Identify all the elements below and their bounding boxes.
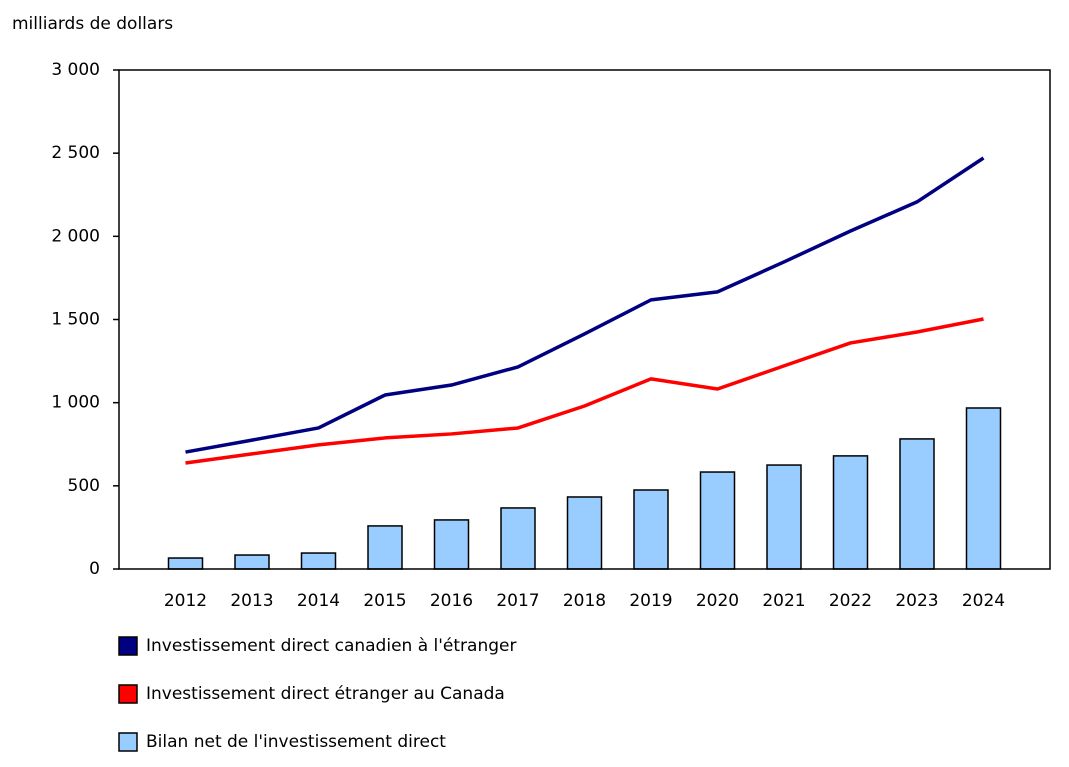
bar bbox=[167, 557, 204, 570]
y-tick-label: 1 500 bbox=[51, 310, 100, 330]
x-tick-label: 2020 bbox=[696, 591, 739, 611]
legend-label: Bilan net de l'investissement direct bbox=[146, 732, 446, 752]
bar bbox=[367, 525, 403, 570]
bar bbox=[566, 496, 603, 570]
bar bbox=[965, 407, 1002, 570]
x-tick-label: 2018 bbox=[563, 591, 606, 611]
bar bbox=[832, 455, 869, 570]
x-tick-label: 2014 bbox=[297, 591, 340, 611]
bar bbox=[234, 554, 270, 570]
x-tick-label: 2022 bbox=[829, 591, 872, 611]
line bbox=[185, 317, 984, 465]
y-tick-label: 2 500 bbox=[51, 143, 100, 163]
legend-swatch bbox=[118, 636, 138, 656]
bar bbox=[899, 438, 935, 570]
y-tick-label: 0 bbox=[89, 559, 100, 579]
bar bbox=[500, 507, 536, 570]
x-tick-label: 2024 bbox=[962, 591, 1005, 611]
x-tick-label: 2015 bbox=[363, 591, 406, 611]
legend-label: Investissement direct canadien à l'étran… bbox=[146, 636, 516, 656]
bar bbox=[699, 471, 736, 570]
y-tick-label: 1 000 bbox=[51, 393, 100, 413]
legend-label: Investissement direct étranger au Canada bbox=[146, 684, 505, 704]
x-tick-label: 2012 bbox=[164, 591, 207, 611]
legend-swatch bbox=[118, 684, 138, 704]
bar bbox=[633, 489, 669, 570]
bar bbox=[300, 552, 337, 570]
y-tick-label: 2 000 bbox=[51, 226, 100, 246]
x-tick-label: 2021 bbox=[762, 591, 805, 611]
line bbox=[185, 156, 985, 454]
y-tick-label: 3 000 bbox=[51, 60, 100, 80]
x-tick-label: 2017 bbox=[496, 591, 539, 611]
x-tick-label: 2019 bbox=[629, 591, 672, 611]
bar bbox=[766, 464, 802, 570]
x-tick-label: 2016 bbox=[430, 591, 473, 611]
x-tick-label: 2013 bbox=[230, 591, 273, 611]
y-axis-label: milliards de dollars bbox=[12, 14, 173, 34]
legend-swatch bbox=[118, 732, 138, 752]
y-tick-label: 500 bbox=[68, 476, 100, 496]
bar bbox=[433, 519, 470, 570]
x-tick-label: 2023 bbox=[895, 591, 938, 611]
